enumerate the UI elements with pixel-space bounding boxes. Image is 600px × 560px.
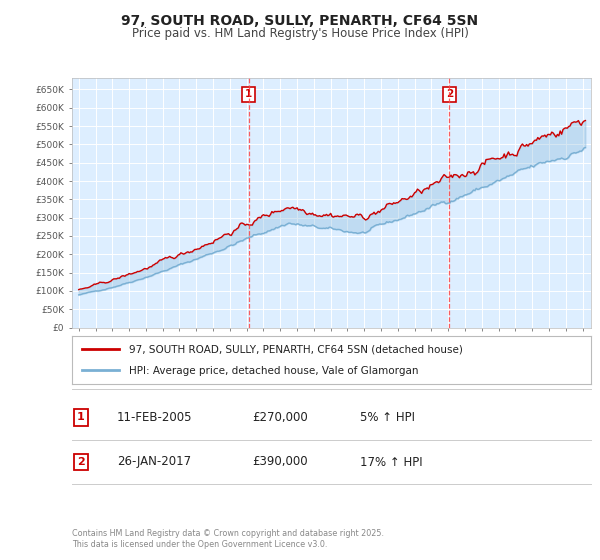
Text: 2: 2 [77,457,85,467]
Text: £390,000: £390,000 [252,455,308,469]
Text: 97, SOUTH ROAD, SULLY, PENARTH, CF64 5SN (detached house): 97, SOUTH ROAD, SULLY, PENARTH, CF64 5SN… [129,344,463,354]
Text: Contains HM Land Registry data © Crown copyright and database right 2025.
This d: Contains HM Land Registry data © Crown c… [72,529,384,549]
Text: 97, SOUTH ROAD, SULLY, PENARTH, CF64 5SN: 97, SOUTH ROAD, SULLY, PENARTH, CF64 5SN [121,14,479,28]
Text: 2: 2 [446,90,453,99]
Text: 17% ↑ HPI: 17% ↑ HPI [360,455,422,469]
Text: 1: 1 [245,90,253,99]
Text: Price paid vs. HM Land Registry's House Price Index (HPI): Price paid vs. HM Land Registry's House … [131,27,469,40]
Text: 5% ↑ HPI: 5% ↑ HPI [360,410,415,424]
Text: 26-JAN-2017: 26-JAN-2017 [117,455,191,469]
Text: HPI: Average price, detached house, Vale of Glamorgan: HPI: Average price, detached house, Vale… [129,366,419,376]
Text: 11-FEB-2005: 11-FEB-2005 [117,410,193,424]
Text: 1: 1 [77,412,85,422]
Text: £270,000: £270,000 [252,410,308,424]
